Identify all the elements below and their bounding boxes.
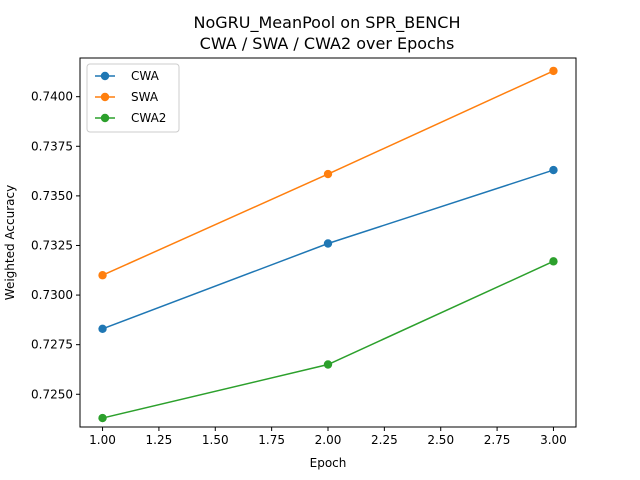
y-tick-label: 0.7300 xyxy=(31,288,73,302)
data-point-swa xyxy=(323,169,333,179)
legend-label-cwa2: CWA2 xyxy=(131,111,166,125)
chart-title-line2: CWA / SWA / CWA2 over Epochs xyxy=(200,34,455,53)
series-line-cwa2 xyxy=(102,260,554,419)
y-tick-label: 0.7350 xyxy=(31,189,73,203)
data-point-cwa2 xyxy=(323,360,333,369)
x-tick-label: 1.00 xyxy=(89,433,116,447)
chart-title-line1: NoGRU_MeanPool on SPR_BENCH xyxy=(194,13,461,33)
x-tick-label: 1.75 xyxy=(258,433,285,447)
y-tick-label: 0.7275 xyxy=(31,338,73,352)
legend-label-swa: SWA xyxy=(131,90,159,104)
y-tick-label: 0.7375 xyxy=(31,139,73,153)
y-tick-label: 0.7325 xyxy=(31,238,73,252)
x-tick-label: 1.50 xyxy=(202,433,229,447)
legend-marker-cwa xyxy=(100,71,110,81)
y-tick-label: 0.7400 xyxy=(31,90,73,104)
data-point-cwa2 xyxy=(98,413,107,423)
x-tick-label: 2.25 xyxy=(371,433,398,447)
x-tick-label: 2.00 xyxy=(315,433,342,447)
x-axis-label: Epoch xyxy=(310,456,347,470)
legend-label-cwa: CWA xyxy=(131,69,160,83)
data-point-swa xyxy=(98,271,107,280)
legend-box xyxy=(86,63,180,133)
data-point-cwa xyxy=(549,165,558,175)
data-point-cwa xyxy=(98,324,107,333)
legend: CWA SWA CWA2 xyxy=(86,63,180,133)
legend-marker-cwa2 xyxy=(100,113,110,123)
x-tick-label: 2.75 xyxy=(484,433,511,447)
data-point-cwa2 xyxy=(549,257,558,266)
plot-area xyxy=(98,66,558,423)
y-axis-label: Weighted Accuracy xyxy=(3,185,17,300)
data-point-swa xyxy=(549,66,558,76)
x-tick-label: 2.50 xyxy=(427,433,454,447)
y-tick-label: 0.7250 xyxy=(31,387,73,401)
legend-marker-swa xyxy=(100,92,110,102)
x-tick-label: 1.25 xyxy=(146,433,173,447)
series-line-cwa xyxy=(102,169,554,330)
data-point-cwa xyxy=(323,239,333,248)
x-tick-label: 3.00 xyxy=(540,433,567,447)
